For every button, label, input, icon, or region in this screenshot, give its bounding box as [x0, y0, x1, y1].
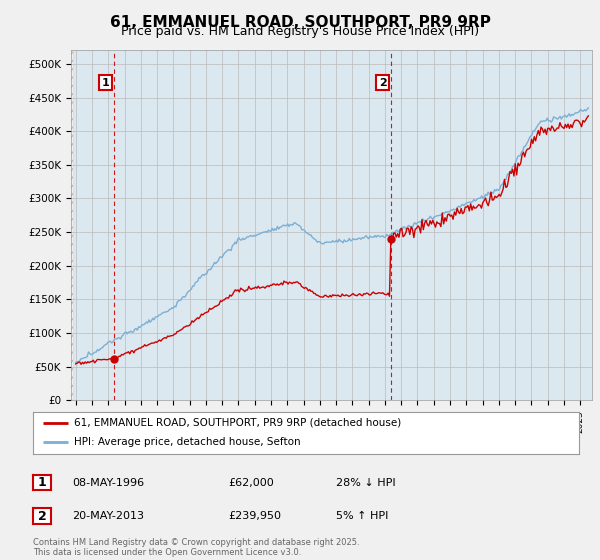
Text: 5% ↑ HPI: 5% ↑ HPI [336, 511, 388, 521]
Text: 1: 1 [102, 78, 110, 88]
Text: 28% ↓ HPI: 28% ↓ HPI [336, 478, 395, 488]
Text: 20-MAY-2013: 20-MAY-2013 [72, 511, 144, 521]
Text: HPI: Average price, detached house, Sefton: HPI: Average price, detached house, Seft… [74, 437, 301, 447]
Text: £62,000: £62,000 [228, 478, 274, 488]
Text: 1: 1 [38, 476, 46, 489]
Text: 2: 2 [379, 78, 386, 88]
Text: Contains HM Land Registry data © Crown copyright and database right 2025.
This d: Contains HM Land Registry data © Crown c… [33, 538, 359, 557]
Text: 08-MAY-1996: 08-MAY-1996 [72, 478, 144, 488]
Text: Price paid vs. HM Land Registry's House Price Index (HPI): Price paid vs. HM Land Registry's House … [121, 25, 479, 38]
Text: 61, EMMANUEL ROAD, SOUTHPORT, PR9 9RP (detached house): 61, EMMANUEL ROAD, SOUTHPORT, PR9 9RP (d… [74, 418, 401, 428]
Text: 2: 2 [38, 510, 46, 522]
Text: £239,950: £239,950 [228, 511, 281, 521]
Text: 61, EMMANUEL ROAD, SOUTHPORT, PR9 9RP: 61, EMMANUEL ROAD, SOUTHPORT, PR9 9RP [110, 15, 490, 30]
